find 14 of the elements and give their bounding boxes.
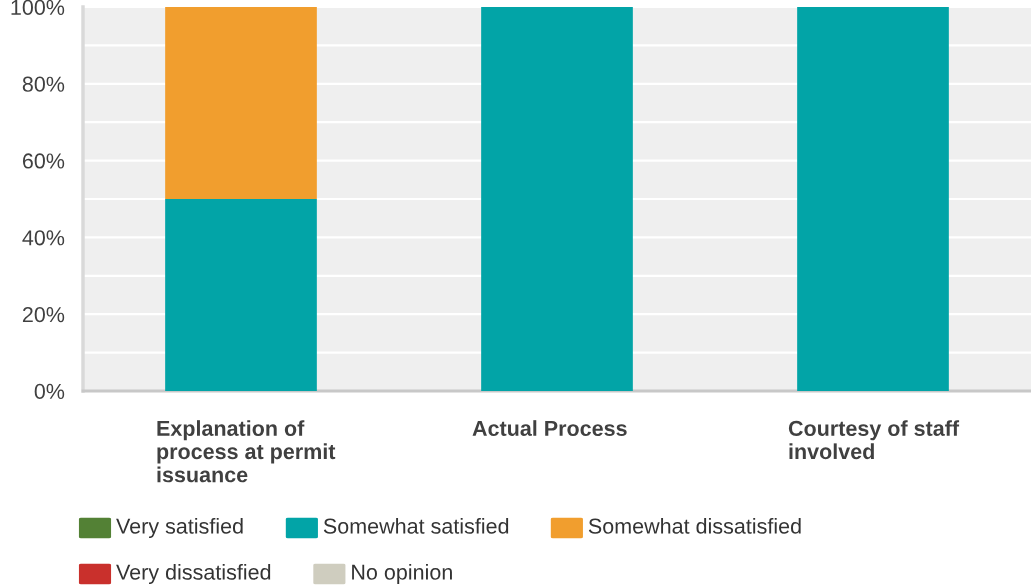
x-tick-label: Explanation of process at permit issuance [157, 420, 336, 483]
x-tick-label: Actual Process [472, 420, 627, 436]
legend-label: Somewhat dissatisfied [588, 517, 801, 534]
y-tick-label: 80% [22, 76, 65, 92]
y-tick-label: 100% [11, 0, 65, 16]
y-tick-label: 40% [22, 230, 65, 246]
x-tick-label: Courtesy of staff involved [788, 420, 960, 460]
y-tick-label: 20% [22, 306, 65, 323]
legend-label: Very dissatisfied [116, 563, 271, 585]
legend-label: No opinion [352, 563, 452, 585]
legend-label: Very satisfied [116, 517, 243, 539]
legend-label: Somewhat satisfied [323, 517, 509, 534]
y-tick-label: 0% [34, 383, 65, 400]
y-tick-label: 60% [22, 153, 65, 169]
